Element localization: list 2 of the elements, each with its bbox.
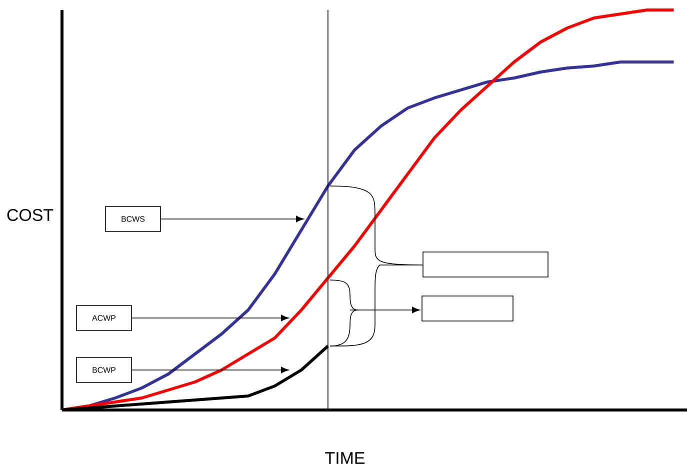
- y-axis-title: COST: [7, 209, 54, 221]
- x-axis-title: TIME: [325, 452, 365, 464]
